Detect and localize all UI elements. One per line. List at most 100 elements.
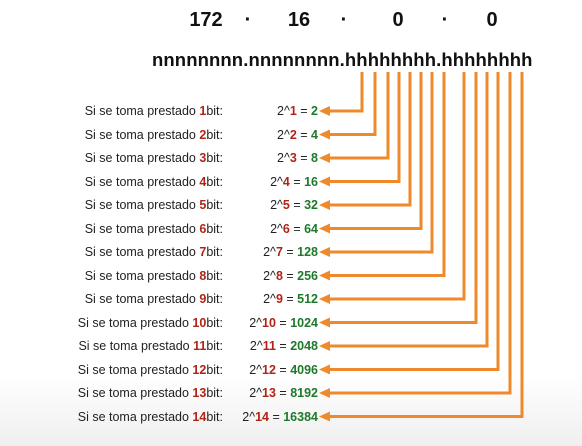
borrow-suffix: bit: xyxy=(206,245,223,259)
octet-separator: · xyxy=(441,9,449,31)
borrowed-bit-count: 5 xyxy=(199,198,207,212)
borrow-prefix: Si se toma prestado xyxy=(84,245,200,259)
arrowhead-icon xyxy=(319,129,330,140)
power-formula: 2^10 = 1024 xyxy=(249,315,318,331)
borrowed-bit-count: 3 xyxy=(199,151,207,165)
borrow-label: Si se toma prestado 3bit: xyxy=(85,150,223,166)
borrow-label: Si se toma prestado 13bit: xyxy=(78,385,223,401)
formula-base: 2^ xyxy=(249,386,263,400)
formula-base: 2^ xyxy=(263,292,276,306)
borrow-prefix: Si se toma prestado xyxy=(84,151,200,165)
borrow-label: Si se toma prestado 10bit: xyxy=(78,315,223,331)
formula-base: 2^ xyxy=(249,362,263,377)
borrow-row: Si se toma prestado 9bit: 2^9 = 512 xyxy=(0,291,582,307)
power-formula: 2^14 = 16384 xyxy=(242,409,318,425)
borrowed-bit-count: 10 xyxy=(192,315,207,330)
formula-exponent: 12 xyxy=(262,362,276,377)
borrow-prefix: Si se toma prestado xyxy=(84,104,200,118)
borrow-prefix: Si se toma prestado xyxy=(84,174,200,189)
bit-arrow-line xyxy=(330,72,390,160)
network-host-bit-pattern: nnnnnnnn.nnnnnnnn.hhhhhhhh.hhhhhhhh xyxy=(152,49,533,70)
subnet-count-value: 128 xyxy=(297,245,318,259)
borrow-label: Si se toma prestado 4bit: xyxy=(85,174,223,190)
subnet-count-value: 8192 xyxy=(290,386,318,400)
formula-equals: = xyxy=(289,221,305,236)
borrow-prefix: Si se toma prestado xyxy=(84,198,200,212)
formula-equals: = xyxy=(282,245,298,259)
arrowhead-icon xyxy=(319,176,330,187)
borrow-suffix: bit: xyxy=(206,339,223,353)
subnet-count-value: 256 xyxy=(297,268,318,283)
octet-value: 16 xyxy=(287,9,311,31)
borrow-prefix: Si se toma prestado xyxy=(78,339,194,353)
formula-equals: = xyxy=(275,362,291,377)
power-formula: 2^13 = 8192 xyxy=(249,385,318,401)
octet-value: 172 xyxy=(189,9,223,31)
borrowed-bit-count: 2 xyxy=(199,127,207,142)
formula-equals: = xyxy=(275,315,291,330)
borrowed-bit-count: 11 xyxy=(193,339,207,353)
formula-equals: = xyxy=(282,268,298,283)
formula-equals: = xyxy=(296,127,312,142)
power-formula: 2^2 = 4 xyxy=(277,127,318,143)
formula-base: 2^ xyxy=(242,409,256,424)
borrow-suffix: bit: xyxy=(206,151,223,165)
borrow-prefix: Si se toma prestado xyxy=(77,362,193,377)
octet-value: 0 xyxy=(392,9,404,31)
arrowhead-icon xyxy=(319,223,330,234)
formula-base: 2^ xyxy=(277,151,290,165)
borrowed-bit-count: 8 xyxy=(199,268,207,283)
bit-arrow xyxy=(319,72,500,375)
borrow-suffix: bit: xyxy=(206,127,223,142)
borrow-label: Si se toma prestado 5bit: xyxy=(85,197,223,213)
arrowhead-icon xyxy=(319,317,330,328)
formula-base: 2^ xyxy=(249,315,263,330)
bit-arrow xyxy=(319,72,401,187)
formula-exponent: 1 xyxy=(289,104,297,118)
borrow-suffix: bit: xyxy=(206,174,223,189)
formula-equals: = xyxy=(268,409,284,424)
power-formula: 2^1 = 2 xyxy=(277,103,318,119)
borrow-suffix: bit: xyxy=(206,292,223,306)
formula-exponent: 8 xyxy=(275,268,283,283)
formula-exponent: 2 xyxy=(289,127,297,142)
borrow-label: Si se toma prestado 8bit: xyxy=(85,268,223,284)
power-formula: 2^5 = 32 xyxy=(270,197,318,213)
borrowed-bit-count: 7 xyxy=(199,245,207,259)
borrow-prefix: Si se toma prestado xyxy=(77,386,193,400)
bit-arrow xyxy=(319,72,446,281)
bit-arrow-line xyxy=(330,72,364,113)
formula-base: 2^ xyxy=(263,245,276,259)
borrow-prefix: Si se toma prestado xyxy=(84,268,200,283)
subnet-count-value: 64 xyxy=(304,221,318,236)
borrow-suffix: bit: xyxy=(206,409,223,424)
formula-base: 2^ xyxy=(249,339,263,353)
borrow-row: Si se toma prestado 8bit: 2^8 = 256 xyxy=(0,268,582,284)
borrow-prefix: Si se toma prestado xyxy=(84,127,200,142)
arrowhead-icon xyxy=(319,106,330,116)
bit-arrow xyxy=(319,72,466,304)
power-formula: 2^3 = 8 xyxy=(277,150,318,166)
bit-arrow-line xyxy=(330,72,401,183)
subnet-count-value: 512 xyxy=(297,292,318,306)
subnet-count-value: 2048 xyxy=(290,339,318,353)
bit-arrow xyxy=(319,72,377,140)
subnet-count-value: 32 xyxy=(304,198,318,212)
borrow-row: Si se toma prestado 14bit: 2^14 = 16384 xyxy=(0,409,582,425)
bit-arrow-line xyxy=(330,72,423,230)
arrowhead-icon xyxy=(319,200,330,210)
subnet-count-value: 4 xyxy=(311,127,318,142)
bit-arrow-line xyxy=(330,72,524,418)
bit-arrow xyxy=(319,72,423,234)
arrowhead-icon xyxy=(319,411,330,422)
borrow-row: Si se toma prestado 3bit: 2^3 = 8 xyxy=(0,150,582,166)
subnet-count-value: 2 xyxy=(311,104,318,118)
bit-arrow xyxy=(319,72,390,163)
arrowhead-icon xyxy=(319,294,330,304)
borrow-label: Si se toma prestado 11bit: xyxy=(78,338,223,354)
borrow-row: Si se toma prestado 2bit: 2^2 = 4 xyxy=(0,127,582,143)
borrow-label: Si se toma prestado 12bit: xyxy=(78,362,223,378)
arrowhead-icon xyxy=(319,341,330,351)
borrowed-bit-count: 1 xyxy=(199,104,207,118)
bit-arrow-line xyxy=(330,72,500,371)
